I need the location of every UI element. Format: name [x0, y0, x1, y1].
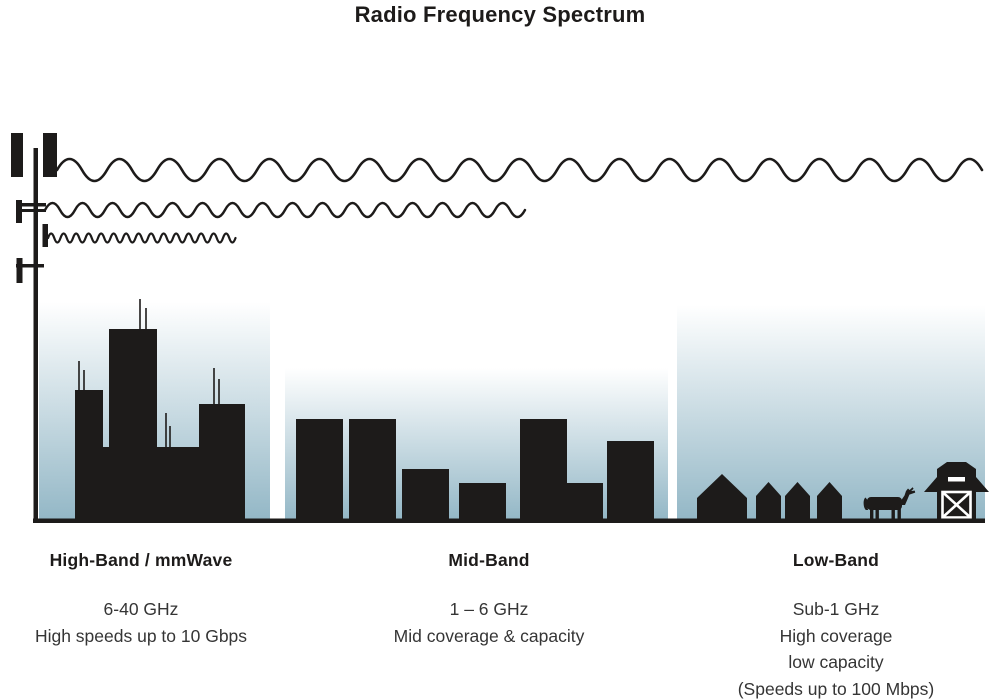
diagram-title: Radio Frequency Spectrum	[354, 2, 646, 27]
mid-band-description: Mid coverage & capacity	[393, 625, 585, 646]
midrise-skyline-icon	[296, 419, 654, 520]
low-band-description2: low capacity	[788, 652, 884, 672]
building	[520, 419, 567, 520]
high-band-description: High speeds up to 10 Gbps	[34, 625, 248, 646]
cell-tower-icon	[11, 133, 57, 520]
tower-crossarm	[16, 264, 44, 268]
mid-band-frequency: 1 – 6 GHz	[449, 599, 529, 619]
tower-mast	[33, 148, 38, 520]
high-band-heading: High-Band / mmWave	[49, 550, 233, 570]
building	[109, 329, 157, 520]
skyscraper-skyline-icon	[75, 299, 245, 520]
tower-antenna-panel	[16, 258, 23, 283]
building	[296, 419, 343, 520]
tower-antenna-panel	[43, 133, 57, 177]
houses-farm-icon	[697, 462, 989, 520]
radio-waves	[43, 157, 984, 244]
tower-crossarm	[22, 209, 46, 212]
building	[199, 404, 245, 520]
building	[459, 483, 506, 520]
low-band-heading: Low-Band	[792, 550, 880, 570]
mid-wave-icon	[43, 201, 527, 219]
building	[75, 390, 103, 520]
tower-antenna-panel	[11, 133, 23, 177]
barn-icon	[924, 462, 989, 520]
high-band-label: High-Band / mmWave 6-40 GHz High speeds …	[16, 550, 266, 649]
long-wave-icon	[55, 157, 984, 183]
building	[567, 483, 603, 520]
low-band-label: Low-Band Sub-1 GHz High coverage low cap…	[701, 550, 971, 700]
building	[349, 419, 396, 520]
house-icon	[817, 482, 842, 520]
house-icon	[697, 474, 747, 520]
building-antennas	[78, 299, 220, 448]
short-wave-icon	[46, 232, 237, 244]
low-band-frequency: Sub-1 GHz	[792, 599, 880, 619]
tower-crossarm	[16, 203, 46, 207]
tower-antenna-panel	[42, 224, 48, 247]
tower-antenna-panel	[16, 200, 22, 223]
ground-line	[33, 518, 985, 523]
high-band-frequency: 6-40 GHz	[103, 599, 179, 619]
building	[607, 441, 654, 520]
cow-icon	[863, 487, 916, 520]
house-icon	[756, 482, 781, 520]
house-icon	[785, 482, 810, 520]
low-band-description: High coverage	[779, 625, 893, 646]
mid-band-label: Mid-Band 1 – 6 GHz Mid coverage & capaci…	[364, 550, 614, 649]
mid-band-heading: Mid-Band	[448, 550, 530, 570]
low-band-speed-note: (Speeds up to 100 Mbps)	[737, 678, 935, 699]
building	[402, 469, 449, 520]
